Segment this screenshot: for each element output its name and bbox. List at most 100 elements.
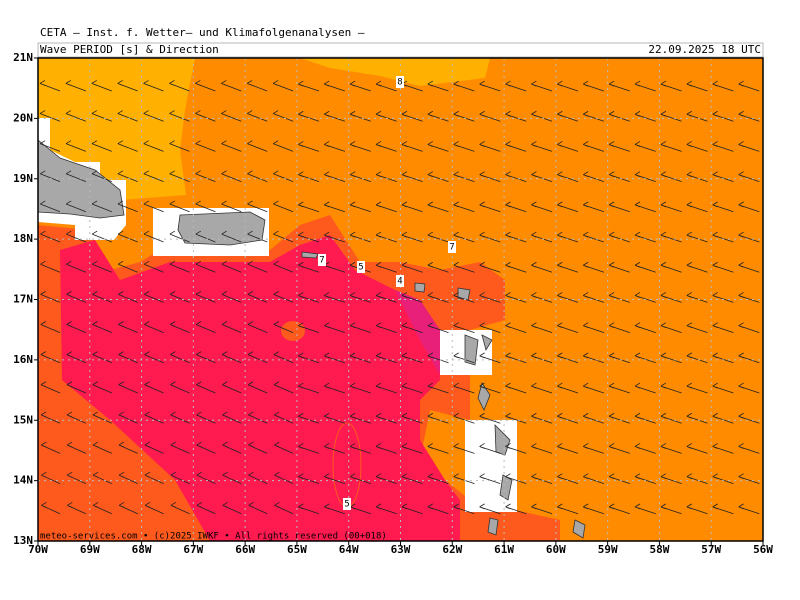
direction-arrow — [144, 381, 164, 394]
direction-arrow — [583, 141, 605, 152]
direction-arrow — [324, 171, 346, 182]
direction-arrow — [608, 110, 630, 122]
direction-arrow — [273, 170, 294, 182]
direction-arrow — [39, 110, 61, 122]
direction-arrow — [40, 260, 61, 273]
direction-arrow — [247, 351, 268, 364]
direction-arrow — [143, 110, 164, 122]
lon-label: 68W — [132, 543, 152, 556]
direction-arrow — [608, 322, 630, 333]
direction-arrow — [401, 382, 423, 394]
direction-arrow — [557, 503, 579, 515]
direction-arrow — [505, 231, 527, 243]
direction-arrow — [608, 382, 630, 394]
direction-arrow — [453, 201, 475, 213]
direction-arrow — [298, 503, 320, 515]
direction-arrow — [91, 140, 112, 152]
direction-arrow — [169, 110, 190, 122]
direction-arrow — [375, 412, 397, 424]
direction-arrow — [427, 80, 449, 92]
direction-arrow — [479, 141, 501, 152]
direction-arrow — [660, 503, 682, 515]
direction-arrow — [660, 110, 682, 122]
lon-label: 58W — [649, 543, 669, 556]
direction-arrow — [712, 171, 734, 182]
direction-arrow — [92, 441, 112, 454]
direction-arrow — [169, 200, 190, 213]
direction-arrow — [349, 171, 371, 182]
direction-arrow — [66, 411, 87, 424]
direction-arrow — [195, 260, 216, 273]
field-yellow — [300, 58, 490, 86]
direction-arrow — [66, 471, 87, 484]
direction-arrow — [427, 443, 449, 454]
direction-arrow — [505, 382, 527, 394]
direction-arrow — [712, 443, 734, 454]
direction-arrow — [660, 231, 682, 243]
direction-arrow — [712, 292, 734, 303]
direction-arrow — [660, 261, 682, 273]
direction-arrow — [92, 291, 112, 303]
direction-arrow — [401, 231, 423, 243]
direction-arrow — [531, 110, 553, 122]
direction-arrow — [170, 501, 190, 515]
direction-arrow — [660, 322, 682, 333]
direction-arrow — [505, 322, 527, 333]
direction-arrow — [222, 471, 242, 484]
direction-arrow — [92, 260, 112, 273]
direction-arrow — [505, 141, 527, 152]
direction-arrow — [247, 321, 268, 333]
direction-arrow — [686, 201, 708, 213]
direction-arrow — [531, 412, 553, 424]
direction-arrow — [479, 80, 501, 92]
direction-arrow — [195, 230, 216, 243]
direction-arrow — [273, 230, 294, 243]
direction-arrow — [401, 503, 423, 515]
direction-arrow — [686, 292, 708, 303]
direction-arrow — [196, 441, 216, 454]
lat-label: 13N — [13, 534, 33, 547]
direction-arrow — [118, 411, 138, 424]
direction-arrow — [143, 80, 164, 92]
direction-arrow — [427, 171, 449, 182]
direction-arrow — [349, 382, 371, 394]
direction-arrow — [401, 443, 423, 454]
direction-arrow — [247, 170, 268, 182]
direction-arrow — [479, 171, 501, 182]
direction-arrow — [660, 473, 682, 484]
lat-label: 14N — [13, 474, 33, 487]
direction-arrow — [401, 412, 423, 424]
direction-arrow — [634, 503, 656, 515]
direction-arrow — [557, 443, 579, 454]
direction-arrow — [505, 443, 527, 454]
contour-label-bg — [448, 241, 456, 253]
direction-arrow — [118, 351, 138, 364]
direction-arrow — [41, 501, 61, 515]
contour-label-bg — [318, 254, 326, 266]
direction-arrow — [375, 201, 397, 213]
direction-arrow — [221, 351, 242, 364]
direction-arrow — [169, 170, 190, 182]
lat-label: 18N — [13, 232, 33, 245]
direction-arrow — [738, 503, 760, 515]
direction-arrow — [222, 381, 242, 394]
direction-arrow — [375, 141, 397, 152]
direction-arrow — [479, 382, 501, 394]
direction-arrow — [298, 412, 320, 424]
contour-label-bg — [357, 261, 365, 273]
direction-arrow — [169, 80, 190, 92]
direction-arrow — [738, 110, 760, 122]
direction-arrow — [298, 171, 320, 182]
direction-arrow — [738, 292, 760, 303]
direction-arrow — [453, 110, 475, 122]
direction-arrow — [118, 381, 138, 394]
direction-arrow — [117, 230, 138, 243]
direction-arrow — [324, 412, 346, 424]
direction-arrow — [92, 321, 112, 333]
direction-arrow — [634, 412, 656, 424]
contour-label: 8 — [397, 78, 402, 88]
direction-arrow — [712, 201, 734, 213]
direction-arrow — [274, 441, 294, 454]
direction-arrow — [195, 200, 216, 213]
direction-arrow — [427, 412, 449, 424]
